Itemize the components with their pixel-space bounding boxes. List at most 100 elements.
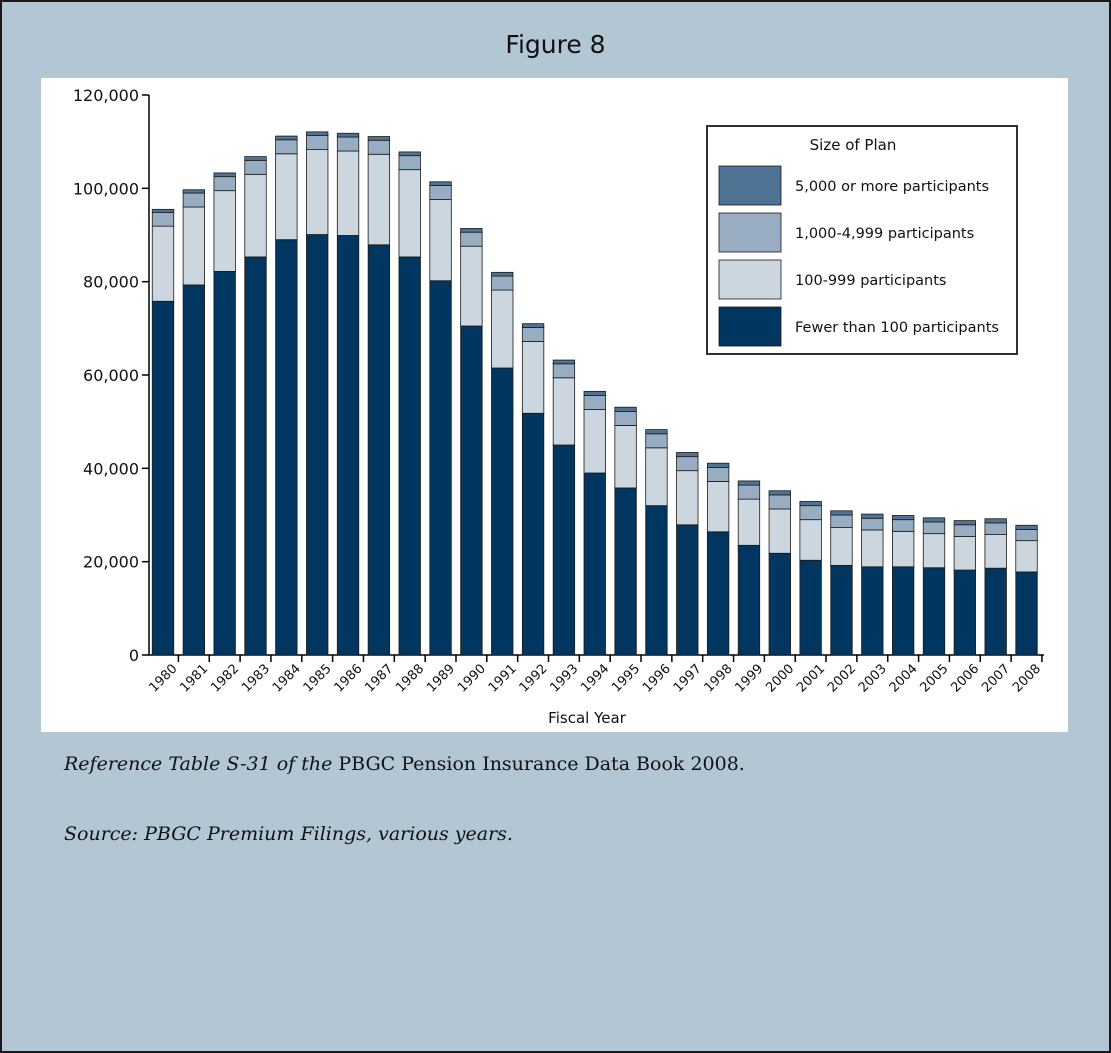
x-tick-label: 2002 (825, 662, 859, 696)
y-tick-label: 0 (129, 646, 139, 665)
bar-segment (676, 470, 699, 526)
x-tick-label: 1991 (486, 662, 520, 696)
bar-segment (521, 323, 545, 328)
bar-segment (676, 524, 699, 656)
bar-segment (861, 513, 884, 519)
bar-segment (614, 487, 637, 656)
bar-segment (737, 480, 761, 486)
legend-label: 5,000 or more participants (795, 179, 989, 195)
bar-segment (336, 235, 360, 656)
bar-segment (984, 534, 1007, 569)
y-tick-label: 80,000 (83, 273, 139, 292)
bar-segment (861, 517, 884, 531)
bar-segment (953, 536, 976, 571)
y-tick-label: 100,000 (73, 179, 139, 198)
bar-segment (892, 530, 915, 568)
bar-segment (1015, 571, 1038, 656)
y-tick-label: 120,000 (73, 86, 139, 105)
bar-segment (830, 514, 853, 529)
bar-segment (182, 206, 205, 286)
bar-segment (799, 501, 822, 507)
bar-segment (737, 544, 761, 656)
bar-segment (275, 135, 298, 141)
bar-segment (768, 508, 791, 554)
legend-title: Size of Plan (810, 136, 897, 154)
bar-segment (552, 444, 576, 656)
bar-segment (336, 150, 360, 236)
x-tick-label: 2003 (856, 662, 890, 696)
bar-segment (213, 172, 236, 178)
bar-segment (768, 552, 791, 656)
bar-segment (984, 522, 1007, 535)
bar-segment (460, 245, 483, 327)
bar-segment (645, 505, 668, 656)
bar-segment (429, 280, 452, 656)
y-tick-label: 60,000 (83, 366, 139, 385)
bar-segment (398, 256, 421, 656)
bar-segment (429, 185, 452, 200)
bar-segment (275, 239, 298, 656)
bar-segment (645, 447, 668, 507)
bar-segment (737, 498, 761, 546)
x-tick-label: 1984 (270, 662, 304, 696)
x-tick-label: 2000 (763, 662, 797, 696)
x-tick-label: 1996 (640, 662, 674, 696)
bar-segment (367, 139, 391, 155)
bar-segment (398, 151, 421, 157)
bar-segment (768, 490, 791, 496)
reference-caption-regular: PBGC Pension Insurance Data Book 2008. (332, 753, 745, 775)
bar-segment (151, 212, 175, 227)
bar-segment (521, 326, 545, 342)
bar-segment (151, 225, 175, 302)
bar-segment (953, 520, 976, 526)
bar-segment (182, 192, 205, 208)
bar-segment (491, 275, 514, 291)
bar-segment (706, 466, 730, 482)
bar-segment (460, 231, 483, 247)
stacked-bar-chart: 0 20,000 40,000 60,000 80,000 100,000 120,000 1… (73, 86, 1044, 727)
x-tick-label: 1993 (547, 662, 581, 696)
legend-swatch (718, 165, 782, 206)
x-tick-label: 1988 (393, 662, 427, 696)
bar-segment (583, 472, 606, 656)
bar-segment (182, 284, 205, 656)
source-caption: Source: PBGC Premium Filings, various ye… (64, 823, 513, 845)
legend-swatch (718, 306, 782, 347)
bar-segment (799, 519, 822, 561)
bar-segment (367, 244, 391, 656)
x-tick-label: 1986 (332, 662, 366, 696)
bar-segment (706, 531, 730, 656)
bar-segment (429, 199, 452, 282)
x-tick-label: 1982 (208, 662, 242, 696)
bar-segment (892, 566, 915, 656)
bar-segment (306, 149, 329, 235)
bar-segment (984, 567, 1007, 656)
bar-segment (922, 567, 946, 656)
x-tick-label: 1997 (671, 662, 705, 696)
y-tick-label: 20,000 (83, 553, 139, 572)
x-tick-label: 1985 (301, 662, 335, 696)
bar-segment (583, 409, 606, 474)
bar-segment (244, 256, 267, 656)
bar-segment (491, 367, 514, 656)
bar-segment (768, 494, 791, 510)
bar-segment (614, 406, 637, 412)
bar-segment (799, 505, 822, 521)
bar-segment (953, 524, 976, 537)
x-tick-label: 1992 (517, 662, 551, 696)
bar-segment (306, 131, 329, 136)
bar-segment (737, 484, 761, 500)
bar-segment (306, 135, 329, 150)
bar-segment (552, 377, 576, 446)
bar-segment (830, 527, 853, 566)
bar-segment (398, 155, 421, 171)
bar-segment (676, 456, 699, 472)
bar-segment (491, 289, 514, 369)
x-tick-label: 2001 (794, 662, 828, 696)
bar-segment (151, 208, 175, 213)
bar-segment (336, 136, 360, 152)
chart-panel: 0 20,000 40,000 60,000 80,000 100,000 120,000 1… (41, 78, 1068, 732)
bar-segment (275, 139, 298, 155)
bar-segment (521, 340, 545, 414)
x-tick-label: 1980 (147, 662, 181, 696)
